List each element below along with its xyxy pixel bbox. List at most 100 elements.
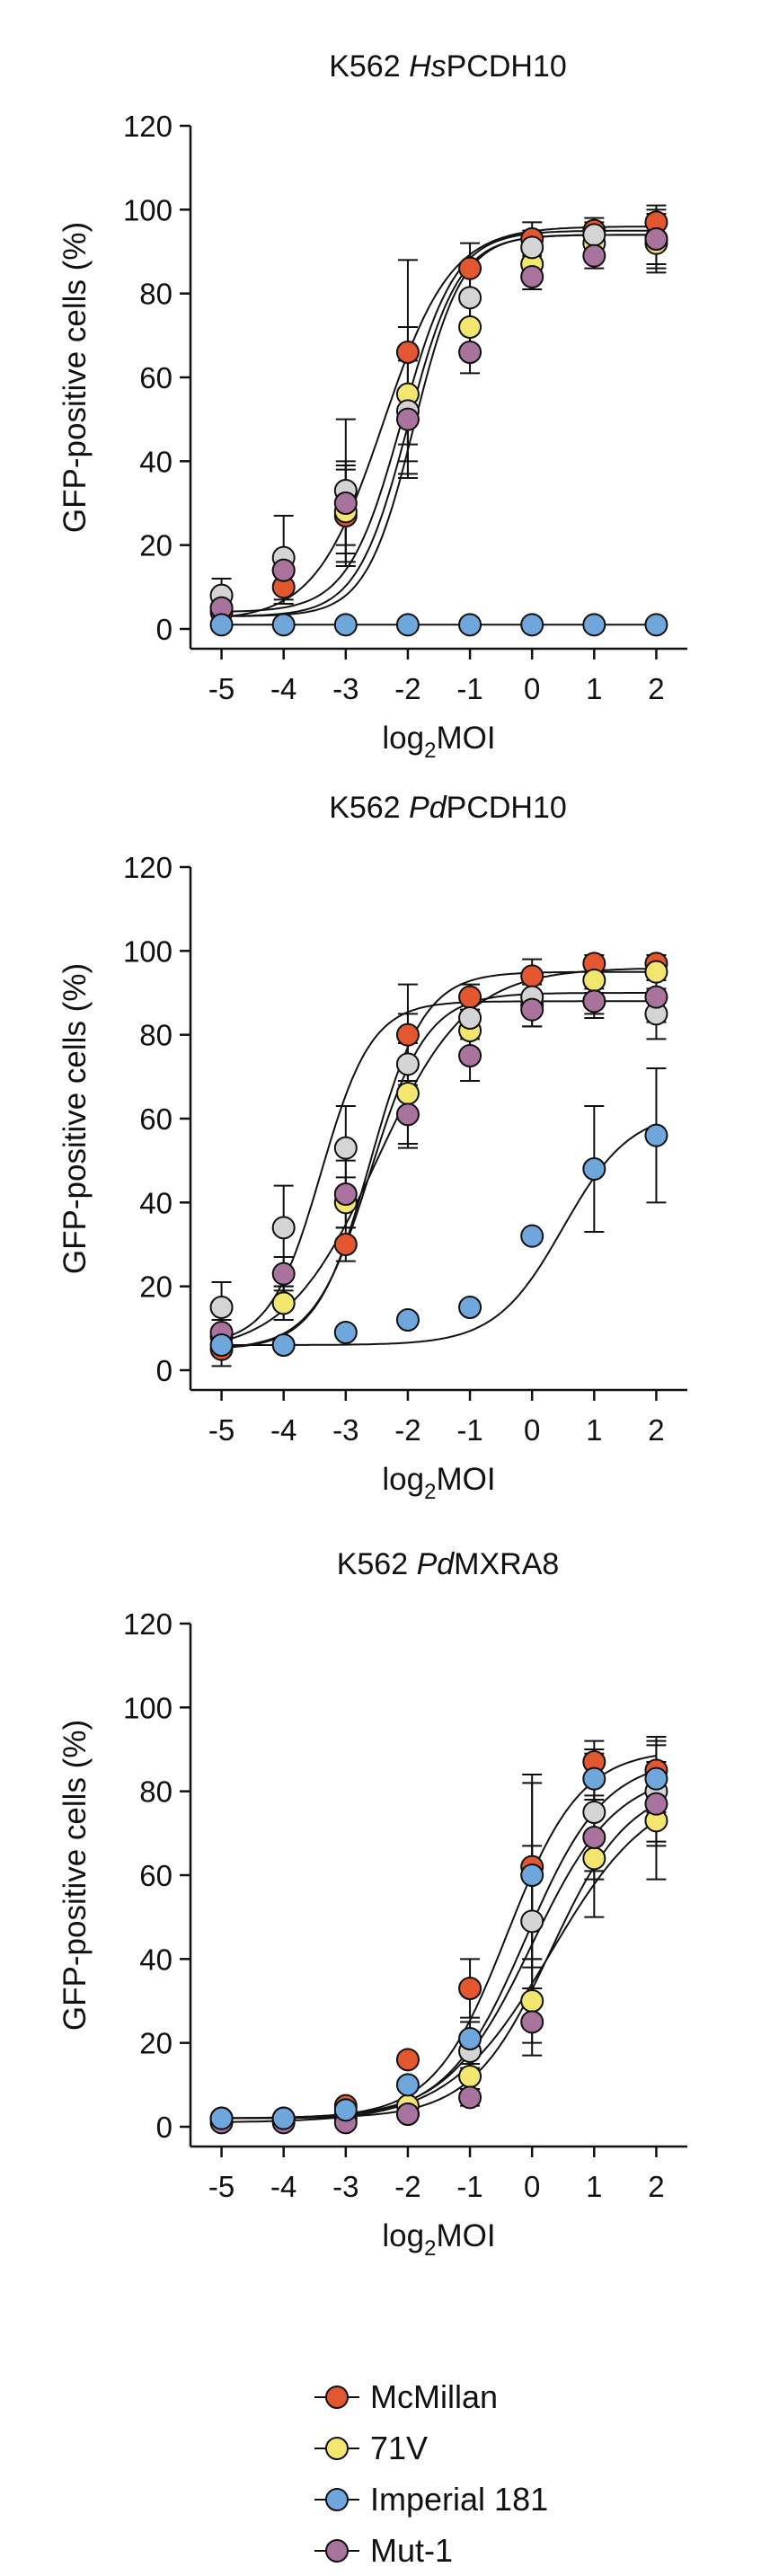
chart-panel-1: K562 HsPCDH10 0 20 40 60 80 100 120 -5 -4 -3 -2 -1 0 1… bbox=[58, 49, 687, 763]
x-axis-label: log2MOI bbox=[382, 2218, 495, 2261]
data-point-imperial-181 bbox=[520, 613, 544, 637]
data-point-mut-1 bbox=[395, 2102, 420, 2126]
data-point-mut-1 bbox=[458, 2085, 482, 2110]
data-point-mut-5 bbox=[458, 1006, 482, 1030]
data-point-imperial-181 bbox=[395, 2073, 420, 2097]
x-axis-label-tail: MOI bbox=[436, 1462, 495, 1497]
y-tick-label: 40 bbox=[139, 1943, 173, 1976]
legend-label: 71V bbox=[370, 2430, 428, 2466]
data-point-imperial-181 bbox=[209, 2106, 234, 2130]
x-axis-label-main: log bbox=[382, 1462, 424, 1497]
data-point-71v bbox=[582, 969, 606, 992]
data-point-mcmillan bbox=[458, 1977, 482, 2000]
data-point-mut-5 bbox=[271, 1216, 296, 1240]
y-tick-label: 0 bbox=[156, 1354, 173, 1387]
x-axis-label-sub: 2 bbox=[424, 1480, 436, 1504]
data-point-mut-5 bbox=[520, 1909, 544, 1934]
x-axis-label: log2MOI bbox=[382, 1462, 495, 1504]
data-point-imperial-181 bbox=[644, 1766, 668, 1791]
data-point-mcmillan bbox=[395, 2048, 420, 2072]
data-point-mcmillan bbox=[458, 985, 482, 1009]
data-point-mut-1 bbox=[644, 227, 668, 251]
data-point-imperial-181 bbox=[458, 1296, 482, 1319]
data-point-imperial-181 bbox=[458, 2027, 482, 2050]
chart-title-italic: Pd bbox=[409, 791, 447, 825]
chart-title-italic: Hs bbox=[409, 49, 447, 84]
x-tick-label: -3 bbox=[332, 672, 358, 705]
x-tick-label: 0 bbox=[524, 1413, 540, 1447]
data-point-mut-5 bbox=[458, 286, 482, 310]
y-tick-label: 80 bbox=[139, 1775, 173, 1809]
data-point-mcmillan bbox=[395, 341, 420, 364]
x-tick-label: -1 bbox=[456, 1413, 482, 1447]
data-point-71v bbox=[520, 1989, 544, 2013]
data-point-71v bbox=[458, 2065, 482, 2088]
legend-label: Imperial 181 bbox=[370, 2481, 548, 2518]
data-point-mcmillan bbox=[333, 1233, 358, 1256]
chart-title: K562 HsPCDH10 bbox=[329, 49, 567, 84]
fit-curve-mut-1 bbox=[221, 992, 657, 1349]
x-axis-label-main: log bbox=[382, 2218, 424, 2253]
x-tick-label: -1 bbox=[456, 2170, 482, 2203]
x-tick-label: -1 bbox=[456, 672, 482, 705]
x-tick-label: -2 bbox=[394, 672, 420, 705]
x-tick-label: -2 bbox=[394, 2170, 420, 2203]
x-tick-label: 0 bbox=[524, 672, 540, 705]
y-tick-label: 100 bbox=[123, 1691, 173, 1724]
data-point-imperial-181 bbox=[271, 2106, 296, 2130]
y-tick-label: 20 bbox=[139, 2027, 173, 2060]
data-point-mut-1 bbox=[644, 985, 668, 1009]
data-point-imperial-181 bbox=[333, 613, 358, 637]
legend-label: Mut-1 bbox=[370, 2532, 453, 2569]
data-point-imperial-181 bbox=[644, 1123, 668, 1147]
data-point-imperial-181 bbox=[395, 1308, 420, 1332]
chart-panel-3: K562 PdMXRA8 0 20 40 60 80 100 120 -5 -4 -3 -2 -1 0 1 2… bbox=[58, 1547, 687, 2261]
chart-title-prefix: K562 bbox=[329, 791, 409, 825]
data-point-mut-1 bbox=[271, 1261, 296, 1286]
x-axis-label-tail: MOI bbox=[436, 721, 495, 756]
x-axis-label-sub: 2 bbox=[424, 2236, 436, 2261]
x-tick-label: 0 bbox=[524, 2170, 540, 2203]
data-point-mut-1 bbox=[582, 243, 606, 268]
y-tick-label: 60 bbox=[139, 1859, 173, 1892]
data-point-imperial-181 bbox=[520, 1224, 544, 1248]
data-point-71v bbox=[582, 1846, 606, 1871]
data-point-mut-5 bbox=[582, 1801, 606, 1824]
data-point-imperial-181 bbox=[582, 613, 606, 637]
y-tick-label: 20 bbox=[139, 529, 173, 562]
data-point-imperial-181 bbox=[520, 1863, 544, 1887]
legend-marker bbox=[325, 2437, 349, 2460]
chart-title-prefix: K562 bbox=[329, 49, 409, 84]
data-point-mut-5 bbox=[582, 223, 606, 247]
data-point-mut-1 bbox=[333, 491, 358, 515]
chart-title-prefix: K562 bbox=[337, 1547, 417, 1581]
data-point-mut-1 bbox=[582, 989, 606, 1014]
data-point-71v bbox=[271, 1291, 296, 1315]
data-point-mut-1 bbox=[520, 2010, 544, 2034]
x-tick-label: -4 bbox=[270, 2170, 296, 2203]
data-point-mut-1 bbox=[582, 1826, 606, 1849]
data-point-imperial-181 bbox=[333, 1321, 358, 1344]
y-tick-label: 100 bbox=[123, 193, 173, 226]
chart-title-suffix: PCDH10 bbox=[447, 49, 567, 84]
y-tick-label: 100 bbox=[123, 934, 173, 968]
data-point-imperial-181 bbox=[333, 2098, 358, 2122]
data-point-71v bbox=[644, 960, 668, 984]
data-point-mut-5 bbox=[395, 1052, 420, 1076]
data-point-imperial-181 bbox=[271, 1333, 296, 1357]
data-point-imperial-181 bbox=[644, 613, 668, 637]
data-point-mut-1 bbox=[333, 1182, 358, 1206]
data-point-mut-1 bbox=[458, 1044, 482, 1067]
y-tick-label: 0 bbox=[156, 2111, 173, 2144]
y-tick-label: 120 bbox=[123, 110, 173, 143]
x-tick-label: 2 bbox=[648, 672, 664, 705]
x-tick-label: -5 bbox=[208, 2170, 235, 2203]
chart-title: K562 PdMXRA8 bbox=[337, 1547, 560, 1581]
data-point-mut-1 bbox=[458, 341, 482, 364]
y-tick-label: 0 bbox=[156, 613, 173, 646]
y-tick-label: 60 bbox=[139, 1102, 173, 1136]
x-tick-label: 2 bbox=[648, 1413, 664, 1447]
x-axis-label-main: log bbox=[382, 721, 424, 756]
